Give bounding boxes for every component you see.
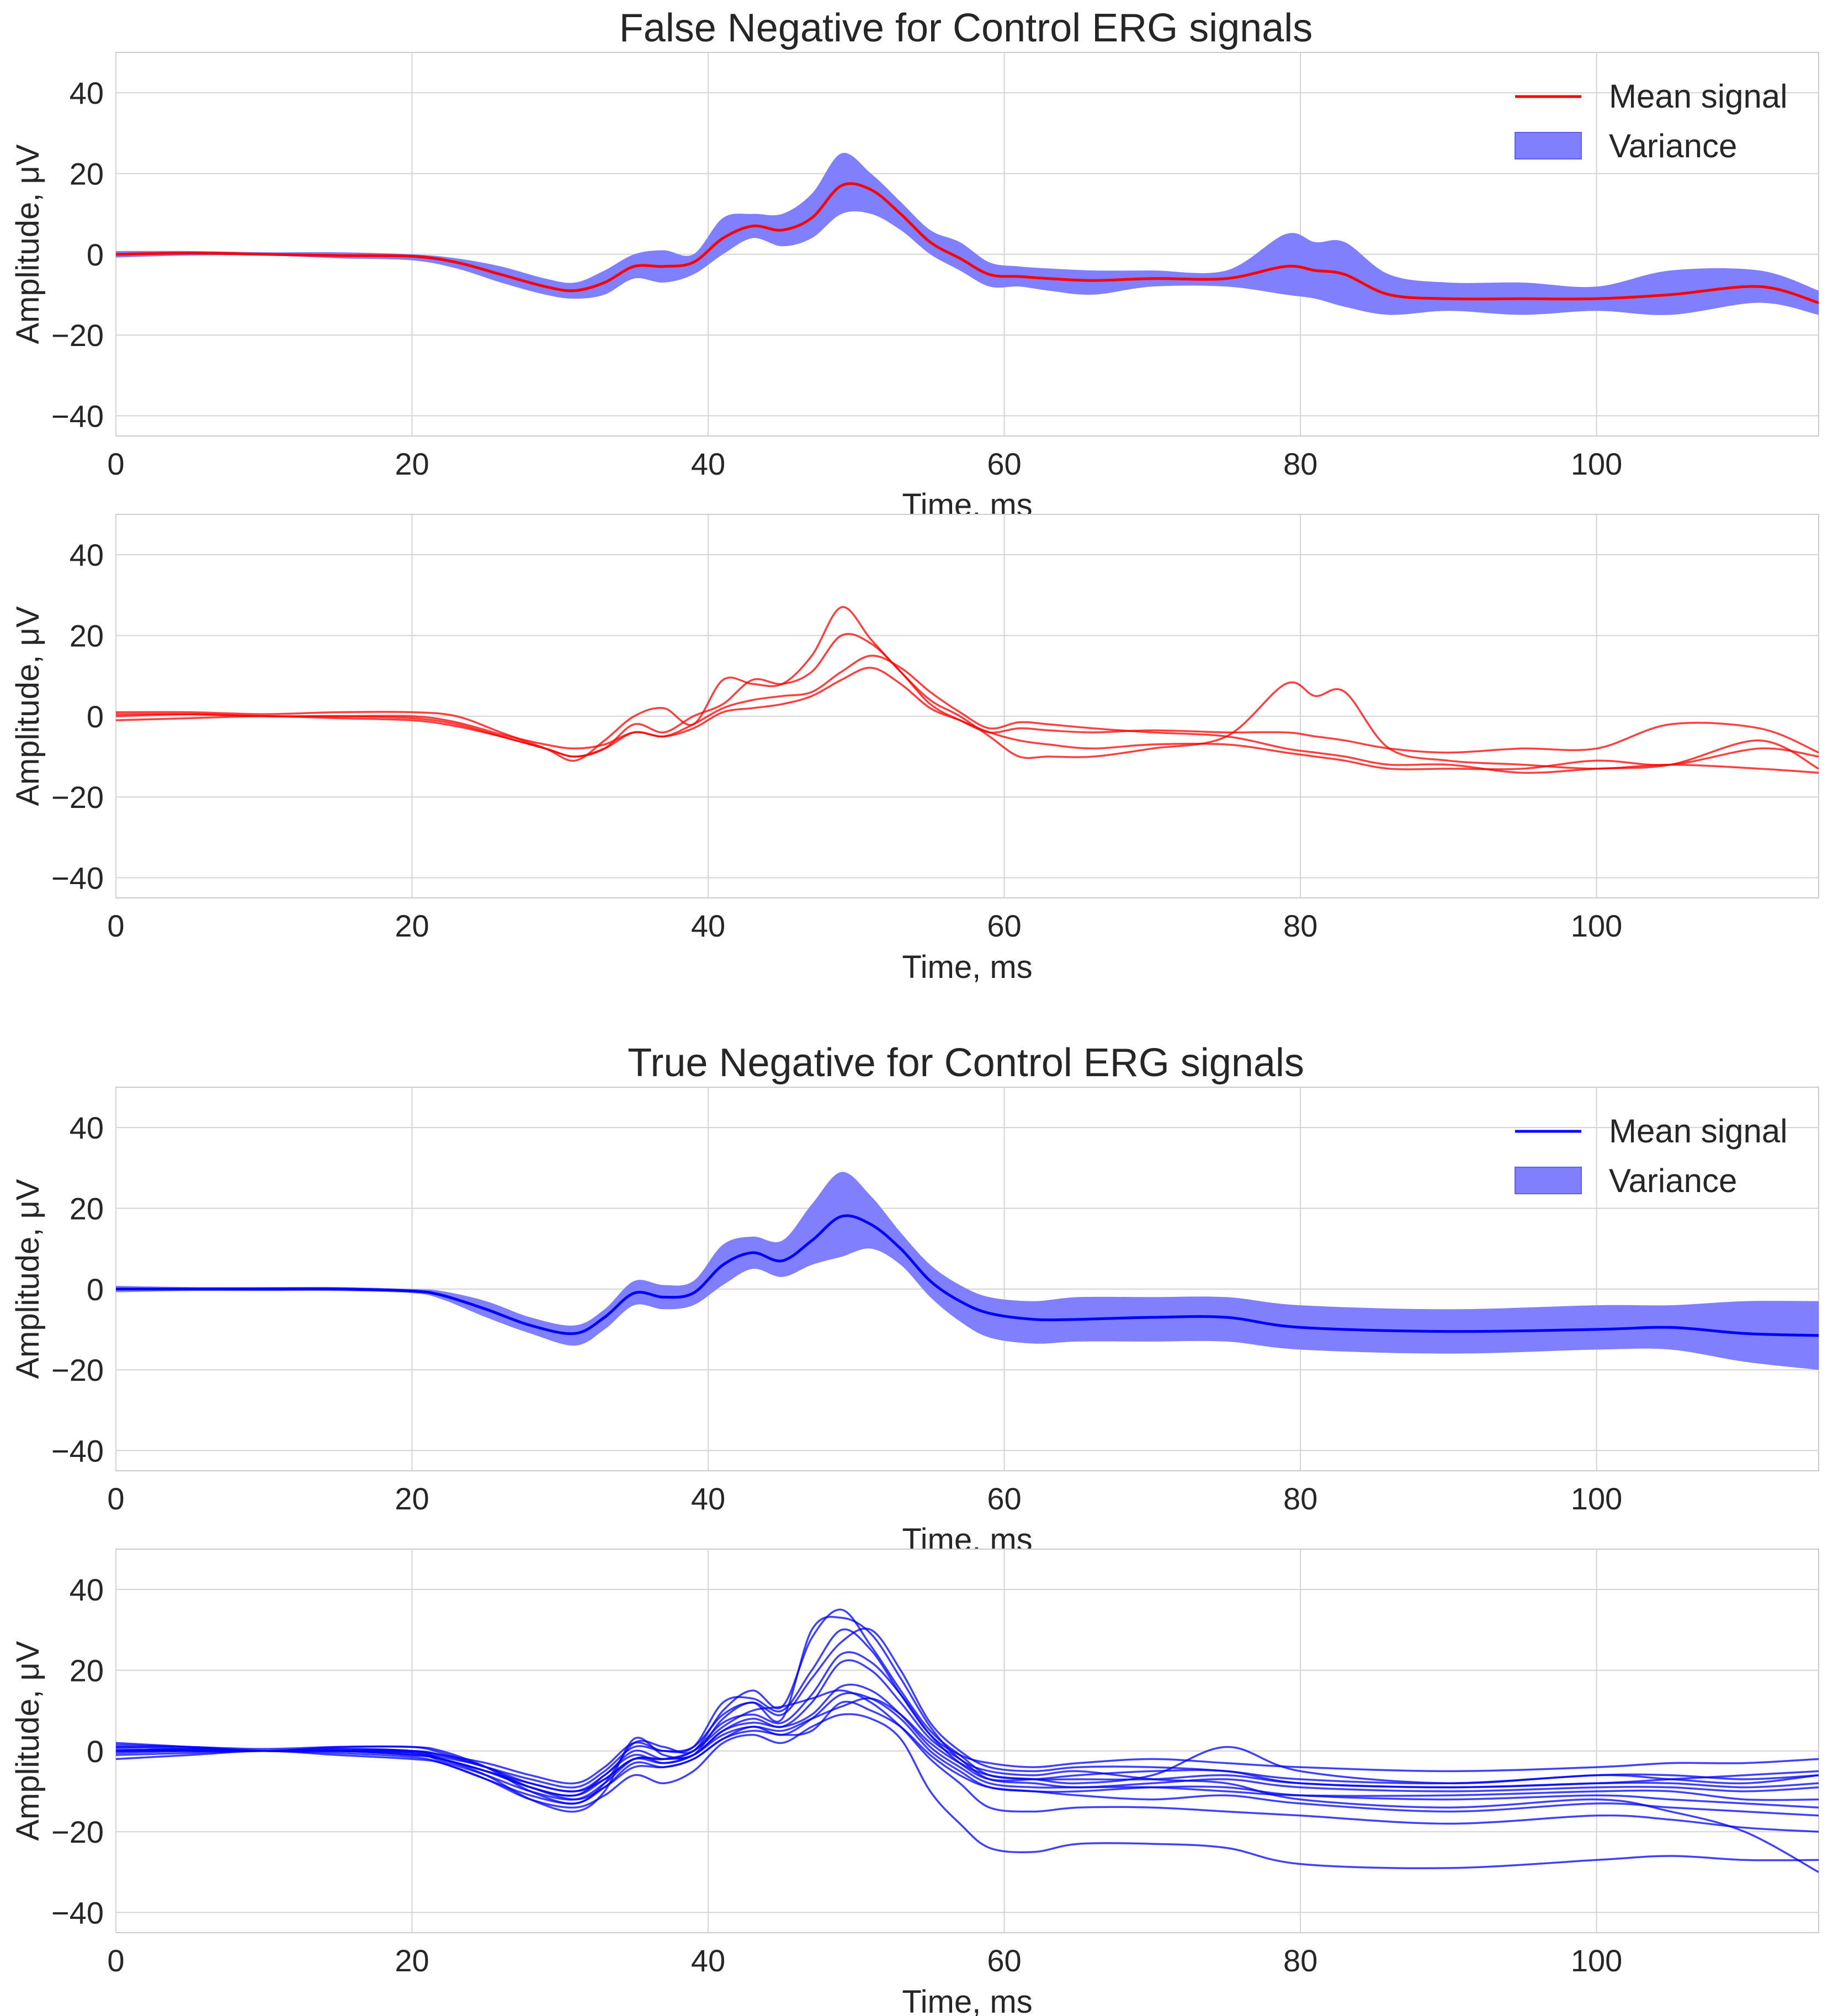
x-tick-label: 60 — [987, 1943, 1021, 1978]
signal-line — [116, 655, 1819, 774]
plot-area — [115, 52, 1819, 437]
x-tick-label: 0 — [107, 908, 124, 943]
x-tick-label: 20 — [395, 1481, 429, 1516]
legend-variance-label: Variance — [1609, 1162, 1737, 1199]
x-tick-label: 20 — [395, 1943, 429, 1978]
x-tick-label: 60 — [987, 908, 1021, 943]
legend-mean-label: Mean signal — [1609, 78, 1788, 115]
y-tick-label: 0 — [87, 699, 104, 734]
x-axis-label: Time, ms — [902, 949, 1032, 985]
legend-variance-swatch — [1515, 132, 1582, 159]
signal-line — [116, 1608, 1819, 1805]
y-tick-label: −20 — [51, 318, 104, 353]
legend-variance-label: Variance — [1609, 127, 1737, 164]
x-tick-label: 40 — [691, 1481, 725, 1516]
y-tick-label: 0 — [87, 1272, 104, 1307]
x-tick-label: 40 — [691, 1943, 725, 1978]
x-tick-label: 80 — [1283, 908, 1317, 943]
x-tick-label: 40 — [691, 446, 725, 481]
x-axis-label: Time, ms — [902, 1984, 1032, 2016]
y-axis-label: Amplitude, μV — [10, 606, 46, 806]
mean-signal-line — [116, 182, 1819, 305]
y-tick-label: −20 — [51, 780, 104, 815]
chart-title-false-negative: False Negative for Control ERG signals — [619, 6, 1313, 50]
panel-tn-signals: 0 20 40 60 80 100 −40 −20 0 20 40 Time, ms Amplitude… — [10, 1549, 1819, 2016]
signal-line — [116, 1700, 1819, 1817]
signal-line — [116, 1713, 1819, 1869]
x-tick-label: 100 — [1571, 908, 1622, 943]
y-tick-label: −20 — [51, 1353, 104, 1387]
y-tick-label: 40 — [70, 538, 104, 572]
y-tick-label: −40 — [51, 860, 104, 895]
x-tick-label: 80 — [1283, 1481, 1317, 1516]
y-tick-label: 20 — [70, 1653, 104, 1688]
y-tick-label: 20 — [70, 618, 104, 653]
signal-line — [116, 1627, 1819, 1789]
signal-line — [116, 667, 1819, 770]
x-tick-label: 20 — [395, 908, 429, 943]
plot-content — [116, 153, 1819, 315]
panel-fn-signals: 0 20 40 60 80 100 −40 −20 0 20 40 Time, ms Amplitude… — [10, 514, 1819, 985]
x-tick-label: 100 — [1571, 1481, 1622, 1516]
variance-band — [116, 1172, 1819, 1370]
x-tick-label: 0 — [107, 1481, 124, 1516]
y-tick-label: −40 — [51, 1895, 104, 1930]
x-tick-label: 60 — [987, 1481, 1021, 1516]
plot-area — [115, 1087, 1819, 1471]
signal-line — [116, 632, 1819, 758]
chart-title-true-negative: True Negative for Control ERG signals — [628, 1041, 1304, 1085]
variance-band — [116, 153, 1819, 315]
signal-line — [116, 1697, 1819, 1797]
plot-content — [116, 606, 1819, 774]
y-axis-label: Amplitude, μV — [10, 144, 46, 344]
y-axis-label: Amplitude, μV — [10, 1179, 46, 1379]
signal-line — [116, 1683, 1819, 1801]
y-tick-label: 40 — [70, 1110, 104, 1145]
x-tick-label: 100 — [1571, 1943, 1622, 1978]
x-tick-label: 20 — [395, 446, 429, 481]
plot-content — [116, 1172, 1819, 1370]
plot-content — [116, 1608, 1819, 1873]
y-tick-label: −40 — [51, 1433, 104, 1468]
y-tick-label: 0 — [87, 237, 104, 272]
plot-area — [115, 1549, 1819, 1933]
x-tick-label: 0 — [107, 1943, 124, 1978]
legend-mean-label: Mean signal — [1609, 1113, 1788, 1150]
y-tick-label: 40 — [70, 1572, 104, 1607]
y-tick-label: −40 — [51, 398, 104, 433]
y-tick-label: 20 — [70, 1191, 104, 1226]
plot-area — [115, 514, 1819, 898]
signal-line — [116, 1689, 1819, 1833]
y-tick-label: 0 — [87, 1734, 104, 1769]
x-tick-label: 60 — [987, 446, 1021, 481]
x-tick-label: 100 — [1571, 446, 1622, 481]
x-tick-label: 80 — [1283, 1943, 1317, 1978]
x-tick-label: 0 — [107, 446, 124, 481]
y-tick-label: −20 — [51, 1815, 104, 1849]
y-tick-label: 20 — [70, 156, 104, 191]
y-tick-label: 40 — [70, 76, 104, 110]
mean-signal-line — [116, 1214, 1819, 1337]
legend-variance-swatch — [1515, 1167, 1582, 1194]
x-tick-label: 80 — [1283, 446, 1317, 481]
x-tick-label: 40 — [691, 908, 725, 943]
y-axis-label: Amplitude, μV — [10, 1641, 46, 1841]
